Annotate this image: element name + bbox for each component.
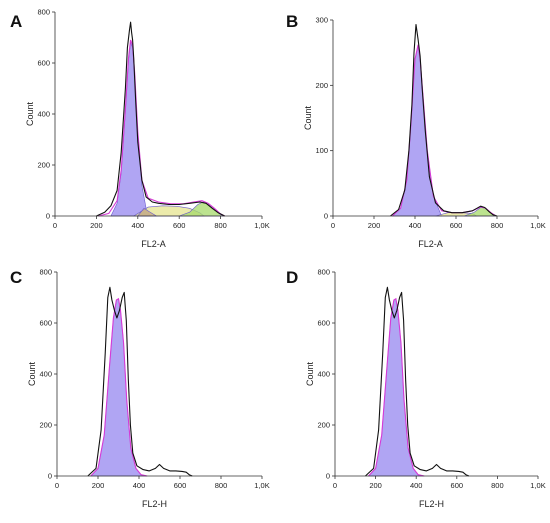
x-tick-label: 800 <box>214 221 227 230</box>
x-tick-label: 200 <box>92 481 105 490</box>
y-tick-label: 300 <box>315 16 328 25</box>
x-tick-label: 800 <box>491 221 504 230</box>
panel-b: B 0 200 400 600 800 1,0K 0 100 200 300 FL2-A Count <box>286 12 546 249</box>
fit-line <box>368 297 425 477</box>
y-tick-label: 0 <box>48 472 52 481</box>
y-tick-label: 600 <box>37 59 50 68</box>
x-tick-label: 0 <box>53 221 57 230</box>
x-axis-label: FL2-A <box>418 239 443 249</box>
histogram-line <box>96 21 225 217</box>
x-tick-label: 1,0K <box>254 221 269 230</box>
x-tick-label: 800 <box>215 481 228 490</box>
y-tick-label: 200 <box>315 81 328 90</box>
x-tick-label: 600 <box>174 481 187 490</box>
y-tick-label: 600 <box>39 319 52 328</box>
x-tick-label: 200 <box>90 221 103 230</box>
panel-letter-c: C <box>10 268 22 287</box>
y-axis-label: Count <box>27 362 37 387</box>
panel-letter-d: D <box>286 268 298 287</box>
y-tick-label: 600 <box>317 319 330 328</box>
x-tick-label: 0 <box>55 481 59 490</box>
x-tick-label: 1,0K <box>254 481 269 490</box>
x-tick-label: 600 <box>451 481 464 490</box>
x-tick-label: 0 <box>333 481 337 490</box>
y-tick-label: 400 <box>39 370 52 379</box>
y-tick-label: 800 <box>317 268 330 277</box>
y-tick-label: 0 <box>46 212 50 221</box>
x-tick-label: 1,0K <box>530 221 545 230</box>
y-tick-label: 800 <box>39 268 52 277</box>
x-tick-label: 400 <box>132 221 145 230</box>
y-axis-label: Count <box>303 106 313 131</box>
x-tick-label: 0 <box>331 221 335 230</box>
x-tick-label: 600 <box>450 221 463 230</box>
y-axis-label: Count <box>305 362 315 387</box>
panel-c: C 0 200 400 600 800 1,0K 0 200 400 600 800 FL2-H Cou… <box>10 268 270 510</box>
panel-letter-b: B <box>286 12 298 31</box>
y-tick-label: 200 <box>317 421 330 430</box>
x-tick-label: 400 <box>410 481 423 490</box>
fit-line <box>90 297 148 477</box>
component-area-1 <box>391 44 443 217</box>
panel-d: D 0 200 400 600 800 1,0K 0 200 400 600 800 FL2-H Cou… <box>286 268 546 510</box>
y-tick-label: 100 <box>315 146 328 155</box>
y-tick-label: 200 <box>37 161 50 170</box>
panel-a: A 0 200 400 600 800 1,0K 0 200 400 600 800 FL2-A Cou… <box>10 8 270 250</box>
component-area-1 <box>367 298 425 477</box>
x-tick-label: 800 <box>491 481 504 490</box>
y-tick-label: 400 <box>37 110 50 119</box>
histogram-line <box>87 286 193 477</box>
histogram-line <box>365 286 470 477</box>
x-tick-label: 200 <box>369 481 382 490</box>
x-tick-label: 200 <box>368 221 381 230</box>
y-axis-label: Count <box>25 102 35 127</box>
y-tick-label: 200 <box>39 421 52 430</box>
histogram-line <box>390 24 498 217</box>
x-tick-label: 400 <box>409 221 422 230</box>
panel-letter-a: A <box>10 12 22 31</box>
y-tick-label: 0 <box>324 212 328 221</box>
x-tick-label: 600 <box>173 221 186 230</box>
x-axis-label: FL2-H <box>142 499 167 509</box>
x-tick-label: 1,0K <box>530 481 545 490</box>
y-tick-label: 400 <box>317 370 330 379</box>
x-axis-label: FL2-H <box>419 499 444 509</box>
x-axis-label: FL2-A <box>141 239 166 249</box>
y-tick-label: 800 <box>37 8 50 17</box>
x-tick-label: 400 <box>133 481 146 490</box>
component-area-1 <box>90 298 148 477</box>
y-tick-label: 0 <box>326 472 330 481</box>
